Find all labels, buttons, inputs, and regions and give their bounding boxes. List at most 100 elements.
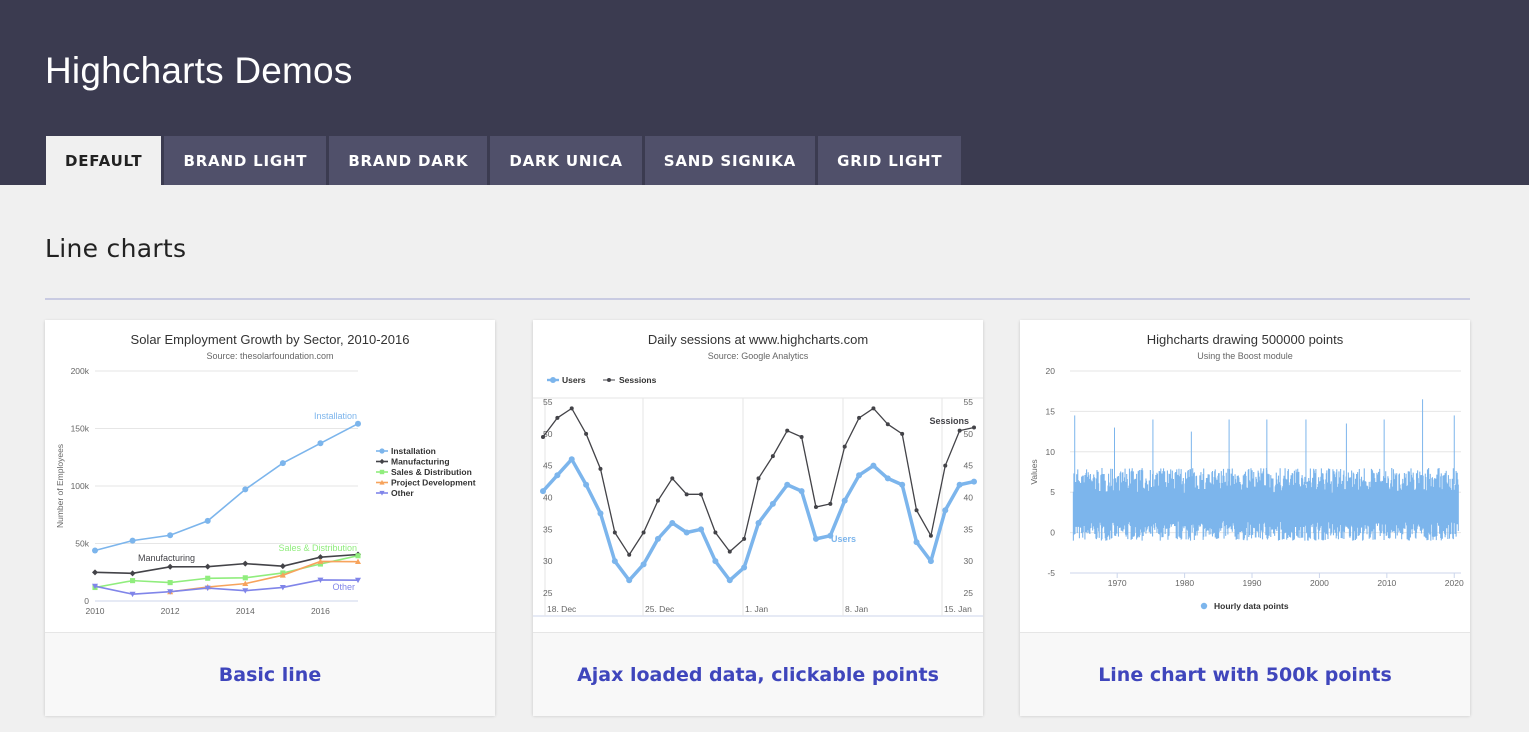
y-tick-label: 200k — [71, 366, 90, 376]
data-point — [355, 553, 361, 559]
x-tick-label: 2014 — [236, 606, 255, 616]
data-point — [242, 575, 248, 581]
y-tick-label-left: 55 — [543, 397, 553, 407]
ajax-data-chart[interactable]: Daily sessions at www.highcharts.com Sour… — [533, 320, 983, 632]
data-point-sessions — [756, 476, 761, 481]
demo-link-500k-points[interactable]: Line chart with 500k points — [1098, 663, 1392, 686]
data-point-sessions — [612, 530, 617, 535]
data-point-users — [841, 497, 848, 504]
legend-symbol — [379, 479, 385, 485]
data-point-users — [741, 564, 748, 571]
data-point — [279, 572, 286, 578]
data-point-sessions — [699, 492, 704, 497]
y-tick-label-right: 40 — [964, 493, 974, 503]
x-tick-label: 2010 — [1377, 578, 1396, 588]
data-point-sessions — [943, 463, 948, 468]
data-point-sessions — [928, 533, 933, 538]
y-tick-label-left: 40 — [543, 493, 553, 503]
series-label: Other — [332, 582, 355, 592]
series-label: Users — [831, 534, 856, 544]
data-point — [129, 570, 136, 577]
legend-item: Installation — [391, 446, 436, 456]
demo-card-500k-points[interactable]: Highcharts drawing 500000 points Using th… — [1020, 320, 1470, 716]
data-point-users — [784, 481, 791, 488]
series-line-4 — [94, 579, 359, 595]
chart-subtitle: Source: thesolarfoundation.com — [206, 351, 333, 361]
data-point-sessions — [627, 552, 632, 557]
legend-symbol — [379, 490, 385, 496]
y-tick-label-left: 30 — [543, 556, 553, 566]
data-point — [167, 580, 173, 586]
data-point — [355, 577, 361, 584]
card-footer: Line chart with 500k points — [1020, 632, 1470, 716]
y-tick-label: -5 — [1047, 568, 1055, 578]
data-point-sessions — [684, 492, 689, 497]
series-line-3 — [170, 560, 359, 593]
y-tick-label: 50k — [75, 539, 89, 549]
legend-item: Sales & Distribution — [391, 467, 472, 477]
data-point-users — [568, 456, 575, 463]
data-point — [317, 561, 323, 567]
legend-item: Manufacturing — [391, 457, 450, 467]
tab-brand-light[interactable]: Brand Light — [164, 136, 327, 185]
series-label: Installation — [314, 411, 357, 421]
data-point — [129, 591, 136, 598]
chart-title: Daily sessions at www.highcharts.com — [648, 332, 868, 347]
y-tick-label: 150k — [71, 424, 90, 434]
data-point — [129, 537, 136, 544]
data-point-sessions — [871, 406, 876, 411]
data-point — [317, 577, 324, 583]
boost-500k-chart[interactable]: Highcharts drawing 500000 points Using th… — [1020, 320, 1470, 632]
x-tick-label: 2020 — [1445, 578, 1464, 588]
tab-default[interactable]: Default — [46, 136, 162, 185]
data-point-sessions — [813, 505, 818, 510]
tab-grid-light[interactable]: Grid Light — [818, 136, 962, 185]
series-label: Sessions — [929, 416, 969, 426]
data-point-users — [540, 488, 546, 495]
basic-line-chart[interactable]: Solar Employment Growth by Sector, 2010-… — [45, 320, 495, 632]
data-point-users — [942, 507, 949, 514]
x-tick-label: 2010 — [86, 606, 105, 616]
data-point — [355, 558, 361, 565]
data-point — [204, 517, 211, 524]
data-point-users — [554, 472, 561, 479]
data-point-users — [884, 475, 891, 482]
tab-sand-signika[interactable]: Sand Signika — [644, 136, 816, 185]
demo-link-ajax-loaded[interactable]: Ajax loaded data, clickable points — [577, 663, 939, 686]
tab-dark-unica[interactable]: Dark Unica — [490, 136, 642, 185]
data-point-users — [611, 558, 618, 565]
y-tick-label-left: 25 — [543, 588, 553, 598]
y-tick-label-left: 45 — [543, 461, 553, 471]
data-point — [92, 583, 98, 590]
data-point-sessions — [598, 466, 603, 471]
demo-card-basic-line[interactable]: Solar Employment Growth by Sector, 2010-… — [45, 320, 495, 716]
data-point — [204, 563, 211, 570]
legend-symbol — [1200, 602, 1208, 610]
x-tick-label: 25. Dec — [645, 604, 675, 614]
data-point-users — [971, 478, 977, 485]
data-point — [242, 580, 249, 587]
data-point-users — [654, 535, 661, 542]
x-tick-label: 1980 — [1175, 578, 1194, 588]
data-point — [317, 554, 324, 561]
data-point-sessions — [770, 454, 775, 459]
tab-brand-dark[interactable]: Brand Dark — [329, 136, 488, 185]
data-point — [317, 440, 324, 447]
y-axis-title: Number of Employees — [55, 444, 65, 528]
data-point-users — [827, 532, 834, 539]
data-point-sessions — [742, 536, 747, 541]
data-point-users — [956, 481, 963, 488]
data-point-users — [683, 529, 690, 536]
data-point — [92, 569, 98, 576]
card-footer: Basic line — [45, 632, 495, 716]
section-title: Line charts — [45, 234, 187, 263]
data-point-sessions — [828, 501, 833, 506]
demo-card-ajax-loaded[interactable]: Daily sessions at www.highcharts.com Sour… — [533, 320, 983, 716]
data-point — [242, 486, 249, 493]
legend-item: Other — [391, 488, 414, 498]
data-point — [317, 558, 324, 564]
demo-link-basic-line[interactable]: Basic line — [218, 663, 322, 686]
data-point — [92, 547, 98, 554]
data-point-users — [798, 488, 805, 495]
data-point-sessions — [727, 549, 732, 554]
